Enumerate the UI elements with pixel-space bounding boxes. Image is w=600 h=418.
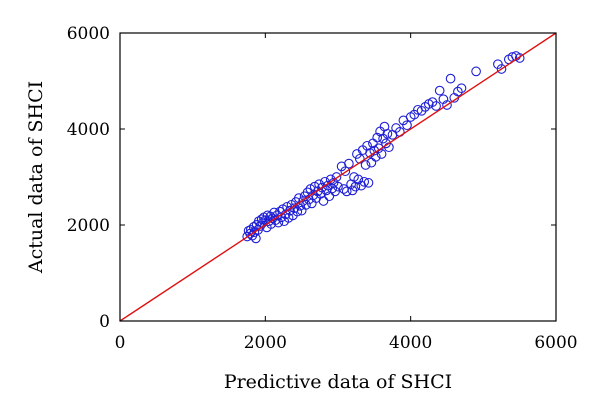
plot-frame xyxy=(119,32,557,322)
data-point xyxy=(301,199,311,210)
data-point xyxy=(341,186,352,197)
data-point xyxy=(382,128,393,139)
data-point xyxy=(445,73,456,84)
data-point xyxy=(344,158,354,169)
data-point xyxy=(363,177,374,188)
y-axis-title: Actual data of SHCI xyxy=(25,81,47,274)
data-point xyxy=(402,120,412,131)
data-point xyxy=(453,86,463,97)
data-point xyxy=(269,207,279,218)
data-point xyxy=(340,166,351,177)
data-point xyxy=(292,206,303,217)
data-point xyxy=(431,101,441,111)
data-point xyxy=(434,85,445,96)
data-point xyxy=(514,53,525,63)
data-point xyxy=(353,174,364,185)
data-point xyxy=(331,172,342,182)
data-point xyxy=(456,83,467,94)
data-point xyxy=(442,100,452,110)
x-tick-label: 0 xyxy=(115,333,126,353)
data-point xyxy=(376,149,387,159)
y-tick-label: 6000 xyxy=(67,24,110,44)
data-point xyxy=(318,196,329,206)
y-tick-label: 4000 xyxy=(67,120,110,140)
data-point xyxy=(373,143,384,154)
x-tick-label: 2000 xyxy=(244,333,287,353)
x-tick-label: 4000 xyxy=(389,333,432,353)
data-point xyxy=(372,132,383,143)
axis-ticks: 0 2000 4000 6000 0 2000 4000 6000 xyxy=(67,24,578,353)
data-point xyxy=(330,186,340,197)
data-point xyxy=(471,66,481,77)
data-point xyxy=(359,176,370,187)
reference-line xyxy=(119,32,557,322)
x-tick-label: 6000 xyxy=(534,333,577,353)
data-point xyxy=(366,157,377,168)
data-point xyxy=(273,217,284,228)
data-point xyxy=(493,59,503,70)
x-axis-title: Predictive data of SHCI xyxy=(224,371,452,393)
data-point xyxy=(327,183,338,194)
data-point xyxy=(496,64,507,74)
y-tick-label: 2000 xyxy=(67,216,110,236)
data-point xyxy=(360,160,371,170)
data-point xyxy=(333,181,343,192)
y-tick-label: 0 xyxy=(99,312,110,332)
